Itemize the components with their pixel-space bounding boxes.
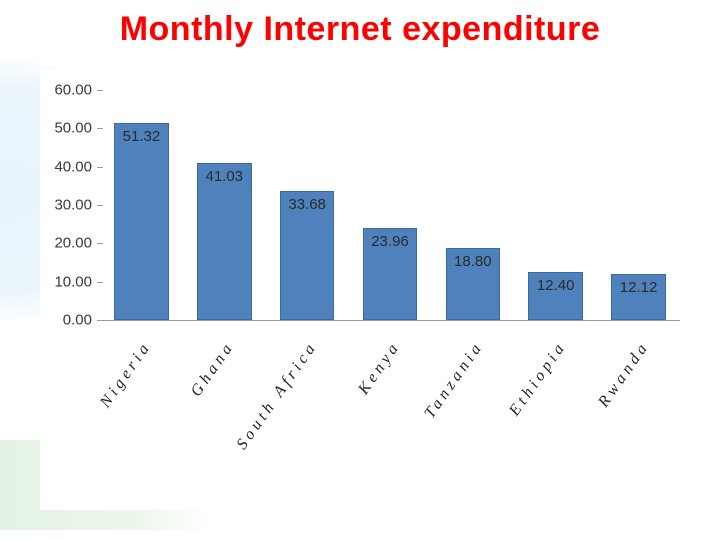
y-axis-label: 60.00	[54, 82, 92, 99]
bar: 33.68	[280, 191, 335, 320]
bar-value-label: 23.96	[371, 233, 409, 250]
bar-value-label: 41.03	[205, 168, 243, 185]
bar-value-label: 12.40	[537, 277, 575, 294]
plot-area: 0.0010.0020.0030.0040.0050.0060.0051.32N…	[100, 90, 680, 321]
bar: 18.80	[446, 248, 501, 320]
y-tick	[97, 320, 103, 321]
y-tick	[97, 282, 103, 283]
bar: 23.96	[363, 228, 418, 320]
x-axis-label: Ghana	[188, 338, 239, 400]
y-axis-label: 20.00	[54, 235, 92, 252]
y-tick	[97, 205, 103, 206]
bar-value-label: 33.68	[288, 196, 326, 213]
y-tick	[97, 90, 103, 91]
bar: 12.40	[528, 272, 583, 320]
x-axis-label: Ethiopia	[506, 338, 571, 420]
y-axis-label: 40.00	[54, 158, 92, 175]
x-axis-label: Kenya	[355, 338, 405, 398]
page-title: Monthly Internet expenditure	[0, 10, 720, 49]
y-axis-label: 30.00	[54, 197, 92, 214]
x-axis-label: South Africa	[234, 338, 322, 453]
y-tick	[97, 243, 103, 244]
bar: 41.03	[197, 163, 252, 320]
x-axis-label: Rwanda	[595, 338, 654, 411]
bar: 51.32	[114, 123, 169, 320]
y-axis-label: 50.00	[54, 120, 92, 137]
bar-value-label: 51.32	[123, 128, 161, 145]
bar: 12.12	[611, 274, 666, 320]
y-tick	[97, 167, 103, 168]
y-tick	[97, 128, 103, 129]
x-axis-label: Nigeria	[97, 338, 156, 411]
chart-container: 0.00 10.00 20.00 30.00 40.00 50.00 60.00 51.32 N…	[40, 70, 690, 510]
y-axis-label: 0.00	[63, 312, 92, 329]
x-axis-label: Tanzania	[421, 338, 487, 422]
y-axis-label: 10.00	[54, 273, 92, 290]
bar-value-label: 12.12	[620, 279, 658, 296]
bar-value-label: 18.80	[454, 253, 492, 270]
